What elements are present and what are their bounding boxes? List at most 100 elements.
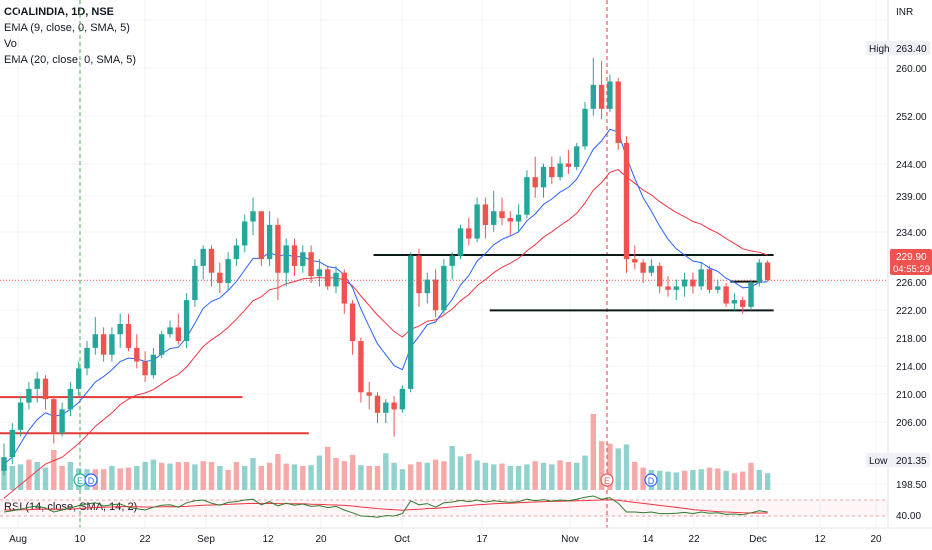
candle-body bbox=[715, 286, 721, 290]
ema9-legend[interactable]: EMA (9, close, 0, SMA, 5) bbox=[4, 22, 130, 34]
candle-body bbox=[540, 166, 547, 188]
rsi-pane bbox=[0, 495, 888, 518]
candle-body bbox=[424, 279, 430, 294]
candle-body bbox=[731, 300, 738, 304]
time-tick-label: 17 bbox=[476, 534, 488, 545]
volume-bar bbox=[366, 466, 372, 490]
candle-body bbox=[698, 269, 704, 287]
price-tick-label: 226.00 bbox=[896, 278, 927, 289]
candle-body bbox=[673, 286, 679, 290]
dividend-marker-nov-circle bbox=[644, 473, 658, 487]
candle-body bbox=[349, 303, 356, 342]
candle-body bbox=[192, 265, 198, 301]
rsi-legend[interactable]: RSI (14, close, SMA, 14, 2) bbox=[4, 501, 137, 513]
volume-bar bbox=[748, 462, 754, 490]
rsi-ma-path bbox=[4, 499, 768, 514]
volume-bar bbox=[764, 473, 771, 490]
volume-bar bbox=[466, 454, 472, 490]
rsi-value: 40.00 bbox=[896, 511, 921, 522]
candle-body bbox=[640, 262, 646, 273]
volume-bar bbox=[316, 455, 323, 490]
candle-body bbox=[383, 402, 389, 413]
price-tick-label: 234.00 bbox=[896, 228, 927, 239]
candle-body bbox=[42, 378, 49, 400]
rsi-value-bg bbox=[890, 508, 932, 522]
grid-lines bbox=[0, 0, 888, 528]
candle-body bbox=[109, 334, 115, 355]
candle-body bbox=[499, 211, 505, 219]
candle-body bbox=[67, 388, 74, 410]
candle-body bbox=[59, 409, 65, 434]
volume-bar bbox=[159, 462, 165, 490]
candle-body bbox=[76, 368, 82, 389]
low-badge bbox=[866, 453, 930, 467]
candle-body bbox=[183, 300, 190, 342]
volume-bar bbox=[681, 470, 688, 490]
volume-bar bbox=[590, 414, 596, 490]
volume-bar bbox=[657, 470, 663, 490]
symbol-title[interactable]: COALINDIA, 1D, NSE bbox=[4, 6, 115, 18]
ema9-line bbox=[3, 128, 768, 465]
volume-bar bbox=[565, 462, 572, 490]
volume-bar bbox=[715, 468, 721, 490]
volume-bar bbox=[706, 467, 713, 490]
time-tick-label: Aug bbox=[9, 534, 27, 545]
ema9-path bbox=[3, 128, 768, 465]
time-tick-label: Oct bbox=[394, 534, 410, 545]
divider-lines bbox=[79, 0, 608, 528]
candle-body bbox=[159, 334, 165, 355]
volume-bar bbox=[482, 462, 489, 490]
high-value: 263.40 bbox=[896, 44, 927, 55]
candle-body bbox=[399, 388, 406, 410]
volume-bar bbox=[26, 459, 32, 490]
candle-body bbox=[316, 269, 323, 277]
candle-body bbox=[291, 245, 298, 266]
volume-bar bbox=[532, 461, 538, 490]
candle-body bbox=[690, 279, 696, 287]
time-tick-label: 14 bbox=[642, 534, 654, 545]
volume-bar bbox=[491, 464, 497, 490]
time-tick-label: 22 bbox=[139, 534, 151, 545]
volume-bar bbox=[275, 454, 281, 490]
volume-legend[interactable]: Vol bbox=[4, 38, 20, 50]
volume-bar bbox=[283, 463, 289, 490]
candle-body bbox=[92, 334, 98, 348]
volume-bar bbox=[665, 471, 671, 490]
volume-bar bbox=[125, 467, 132, 490]
volume-bar bbox=[167, 463, 173, 490]
price-tick-label: 210.00 bbox=[896, 390, 927, 401]
volume-bar bbox=[67, 462, 74, 490]
volume-bar bbox=[242, 466, 248, 490]
candle-body bbox=[242, 221, 248, 246]
volume-bar bbox=[308, 465, 314, 490]
volume-bar bbox=[17, 464, 24, 490]
volume-bar bbox=[632, 462, 638, 490]
low-label: Low bbox=[869, 456, 888, 467]
candle-body bbox=[266, 224, 273, 260]
volume-bar bbox=[258, 466, 264, 490]
ema20-legend[interactable]: EMA (20, close, 0, SMA, 5) bbox=[4, 54, 137, 66]
volume-bar bbox=[731, 473, 738, 490]
candle-body bbox=[366, 392, 372, 396]
candle-body bbox=[283, 245, 289, 273]
time-axis: Aug 10 22 Sep 12 20 Oct 17 Nov 14 22 Dec 12 20 bbox=[0, 527, 932, 545]
volume-bar bbox=[640, 467, 646, 490]
high-label: High bbox=[869, 44, 890, 55]
volume-bar bbox=[225, 470, 231, 490]
price-tick-label: 239.00 bbox=[896, 192, 927, 203]
candle-body bbox=[598, 84, 605, 109]
candle-body bbox=[590, 84, 596, 109]
price-tick-label: 222.00 bbox=[896, 306, 927, 317]
candle-body bbox=[142, 361, 148, 376]
candle-body bbox=[84, 347, 90, 369]
earnings-marker-nov-circle bbox=[600, 473, 614, 487]
volume-bar bbox=[432, 459, 439, 490]
volume-bar bbox=[424, 462, 430, 490]
candle-body bbox=[175, 327, 181, 342]
volume-bar bbox=[150, 459, 157, 490]
candle-body bbox=[308, 252, 314, 277]
volume-bar bbox=[499, 463, 505, 490]
price-tag-value: 229.90 bbox=[896, 252, 927, 263]
volume-bar bbox=[582, 455, 588, 490]
